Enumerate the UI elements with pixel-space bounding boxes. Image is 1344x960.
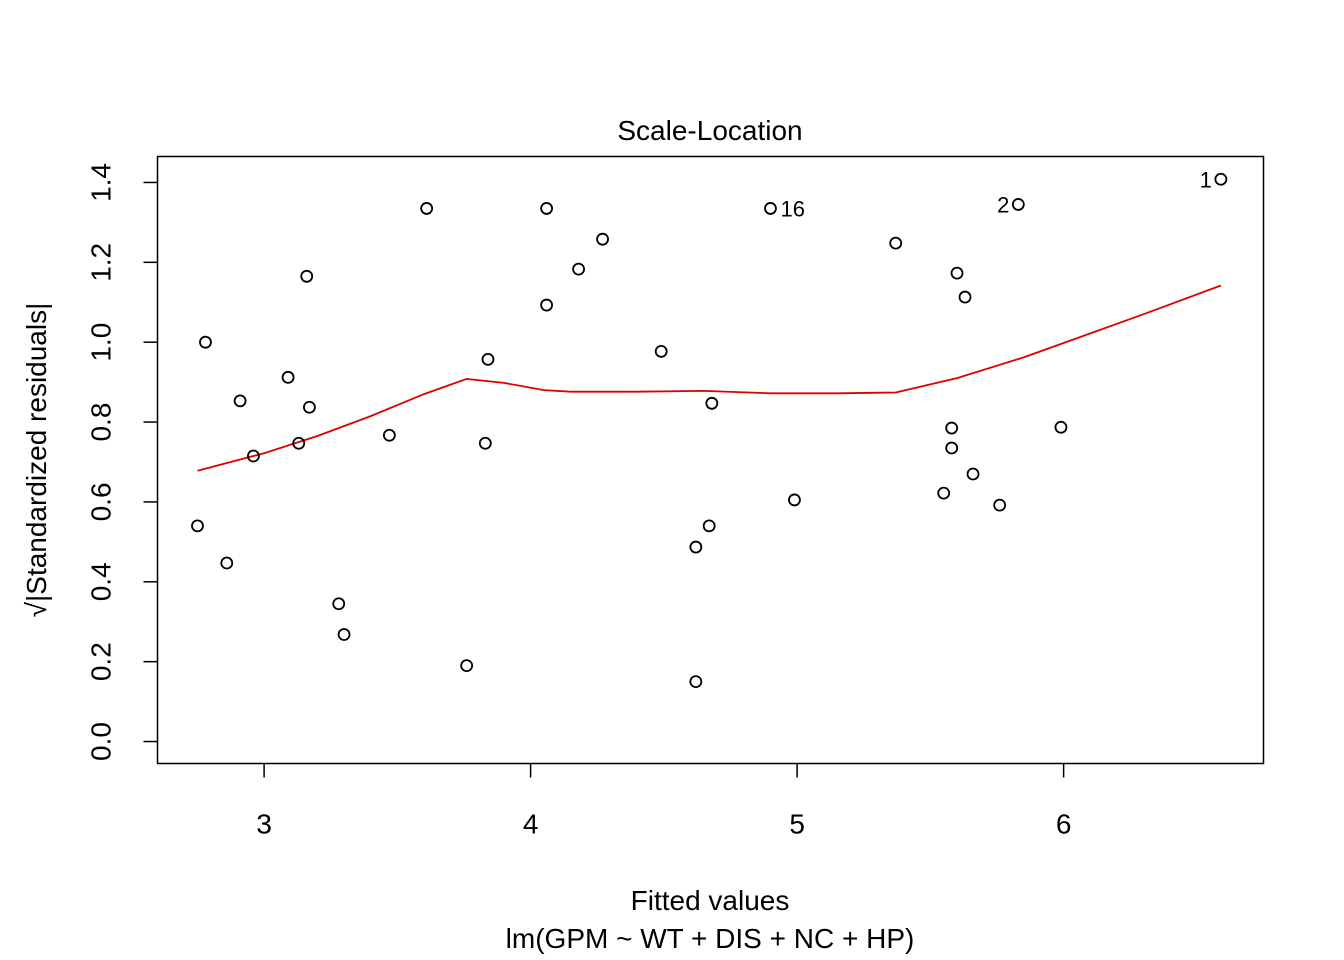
data-point — [689, 675, 703, 689]
data-point — [945, 421, 959, 435]
data-point — [300, 269, 314, 283]
data-point — [705, 396, 719, 410]
data-point — [233, 394, 247, 408]
data-point — [958, 290, 972, 304]
data-point — [281, 370, 295, 384]
y-tick-label: 1.2 — [86, 243, 117, 282]
data-point — [764, 202, 777, 215]
smooth-line — [197, 284, 1222, 472]
x-axis: 3 4 5 6 — [256, 763, 1072, 840]
data-point — [572, 262, 585, 276]
data-point — [303, 400, 316, 414]
data-point — [199, 335, 212, 349]
data-point — [689, 540, 703, 554]
y-tick-label: 1.4 — [86, 163, 117, 202]
y-tick-label: 0.4 — [86, 562, 117, 601]
data-point — [540, 202, 553, 215]
data-point — [889, 236, 903, 250]
x-tick-label: 4 — [523, 809, 539, 840]
y-axis-label: √|Standardized residuals| — [21, 303, 52, 618]
data-point — [540, 298, 553, 312]
y-tick-label: 0.2 — [86, 642, 117, 681]
data-point — [420, 202, 434, 215]
data-point — [332, 597, 346, 611]
data-point — [481, 352, 495, 366]
data-point — [788, 493, 801, 507]
data-point — [596, 232, 609, 246]
data-point — [966, 467, 980, 481]
x-axis-label: Fitted values — [631, 885, 790, 916]
data-point — [945, 441, 959, 455]
smooth-line-layer — [197, 284, 1222, 472]
x-tick-label: 3 — [256, 809, 272, 840]
data-point — [993, 498, 1007, 512]
y-tick-label: 0.0 — [86, 722, 117, 761]
data-point — [654, 344, 668, 358]
chart-subtitle: lm(GPM ~ WT + DIS + NC + HP) — [506, 923, 915, 954]
data-point — [1214, 172, 1228, 186]
data-point — [478, 436, 492, 450]
plot-frame — [156, 155, 1265, 765]
data-point — [220, 556, 234, 570]
point-label: 1 — [1200, 167, 1212, 192]
points-layer: 16 21 — [191, 167, 1228, 689]
data-point — [292, 436, 306, 450]
x-tick-label: 5 — [789, 809, 805, 840]
y-axis: 0.0 0.2 0.4 0.6 0.8 1.0 1.2 1.4 — [86, 163, 158, 761]
data-point — [1054, 420, 1068, 434]
data-point — [937, 486, 951, 500]
x-tick-label: 6 — [1056, 809, 1072, 840]
data-point — [460, 659, 474, 673]
data-point — [382, 428, 396, 442]
point-label: 2 — [997, 192, 1009, 217]
y-tick-label: 0.8 — [86, 403, 117, 442]
point-label: 16 — [780, 196, 804, 221]
data-point — [1011, 198, 1025, 211]
data-point — [702, 519, 716, 533]
data-point — [191, 519, 204, 533]
chart-title: Scale-Location — [617, 115, 802, 146]
y-tick-label: 0.6 — [86, 482, 117, 521]
data-point — [247, 449, 260, 463]
y-tick-label: 1.0 — [86, 323, 117, 362]
data-point — [950, 266, 964, 280]
data-point — [337, 628, 351, 641]
